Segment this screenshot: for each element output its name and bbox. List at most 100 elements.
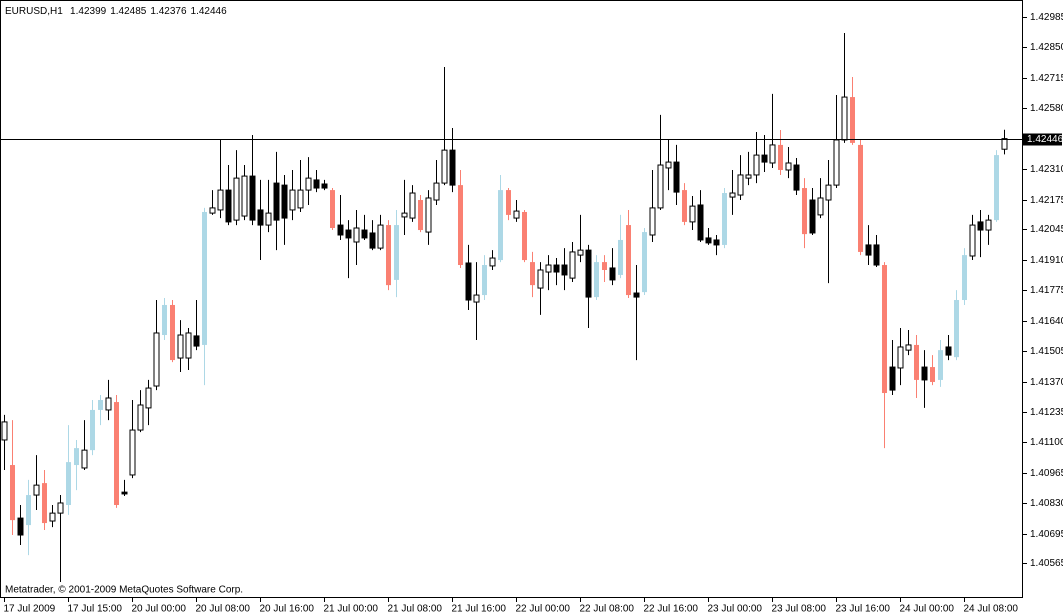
- candle-body: [962, 255, 967, 301]
- candle-body: [809, 199, 816, 234]
- candle-body: [289, 189, 296, 211]
- candle-body: [825, 184, 832, 201]
- candle-body: [153, 332, 160, 387]
- candle-body: [10, 465, 15, 521]
- candle-body: [665, 161, 672, 169]
- candle-body: [561, 264, 568, 276]
- candle-body: [537, 269, 544, 289]
- candle-body: [585, 249, 592, 298]
- candle-body: [337, 224, 344, 236]
- candle-body: [225, 189, 232, 223]
- candle-body: [865, 244, 872, 256]
- candle-body: [722, 193, 727, 245]
- candle-body: [921, 366, 928, 381]
- candle-body: [905, 344, 912, 351]
- price-box: [1023, 133, 1062, 146]
- candle-body: [498, 190, 503, 261]
- candle-body: [785, 162, 792, 171]
- x-tick-label: 23 Jul 08:00: [772, 604, 827, 615]
- candle-body: [969, 224, 976, 257]
- y-tick-label: 1.42175: [1030, 195, 1063, 206]
- candle-body: [409, 192, 416, 219]
- candle-body: [114, 402, 119, 505]
- candle-body: [129, 429, 136, 476]
- header-low: 1.42376: [150, 6, 187, 17]
- candle-body: [642, 232, 647, 293]
- candle-body: [449, 149, 456, 186]
- candle-body: [954, 300, 959, 358]
- candle-body: [545, 264, 552, 273]
- candle-body: [305, 177, 312, 191]
- candle-body: [633, 292, 640, 298]
- candle-body: [689, 205, 696, 223]
- candle-body: [594, 262, 599, 298]
- x-tick-label: 20 Jul 16:00: [260, 604, 315, 615]
- candle-body: [858, 144, 863, 252]
- candle-body: [482, 265, 487, 296]
- x-tick-label: 23 Jul 00:00: [708, 604, 763, 615]
- x-tick-label: 20 Jul 00:00: [132, 604, 187, 615]
- y-tick-label: 1.42045: [1030, 224, 1063, 235]
- y-tick-label: 1.41505: [1030, 346, 1063, 357]
- candle-body: [386, 225, 391, 286]
- candle-body: [313, 179, 320, 189]
- candle-body: [793, 164, 800, 191]
- candle-body: [361, 229, 368, 239]
- candle-body: [530, 262, 535, 286]
- candle-body: [281, 184, 288, 219]
- candle-body: [321, 183, 328, 189]
- candle-body: [882, 265, 887, 394]
- candle-body: [465, 262, 472, 301]
- candle-body: [705, 237, 712, 244]
- candle-body: [121, 491, 128, 495]
- header-close: 1.42446: [191, 6, 228, 17]
- candle-body: [233, 177, 240, 221]
- x-tick-label: 21 Jul 00:00: [324, 604, 379, 615]
- candle-body: [506, 190, 511, 215]
- candle-body: [257, 209, 264, 226]
- candle-body: [273, 182, 280, 221]
- candle-body: [17, 517, 24, 536]
- candle-body: [602, 262, 607, 270]
- candle-body: [185, 332, 192, 359]
- candle-body: [137, 404, 144, 431]
- y-tick-label: 1.41370: [1030, 377, 1063, 388]
- x-tick-label: 17 Jul 15:00: [68, 604, 123, 615]
- candle-body: [713, 239, 720, 246]
- y-tick-label: 1.42850: [1030, 42, 1063, 53]
- candle-body: [761, 154, 768, 163]
- candle-body: [57, 502, 64, 514]
- y-tick-label: 1.42580: [1030, 103, 1063, 114]
- candle-body: [81, 449, 88, 469]
- candle-body: [850, 97, 855, 143]
- candle-body: [945, 346, 952, 356]
- y-tick-label: 1.41235: [1030, 407, 1063, 418]
- candle-body: [778, 144, 783, 170]
- x-tick-label: 22 Jul 08:00: [580, 604, 635, 615]
- y-tick-label: 1.41910: [1030, 255, 1063, 266]
- candle-body: [1, 421, 8, 441]
- candle-body: [377, 224, 384, 249]
- candle-body: [841, 96, 848, 141]
- x-tick-label: 24 Jul 08:00: [964, 604, 1019, 615]
- y-tick-label: 1.40965: [1030, 468, 1063, 479]
- y-tick-label: 1.41775: [1030, 285, 1063, 296]
- candle-body: [889, 366, 896, 391]
- candle-body: [985, 219, 992, 231]
- header: EURUSD,H1 1.42399 1.42485 1.42376 1.42446: [5, 6, 227, 17]
- x-tick-label: 22 Jul 16:00: [644, 604, 699, 615]
- candle-body: [42, 483, 47, 524]
- candle-body: [833, 139, 840, 186]
- x-tick-label: 21 Jul 16:00: [452, 604, 507, 615]
- candle-body: [401, 212, 408, 218]
- candle-body: [994, 155, 999, 221]
- x-tick-label: 22 Jul 00:00: [516, 604, 571, 615]
- candle-body: [697, 204, 704, 241]
- plot-frame: [0, 0, 1023, 598]
- candle-body: [98, 400, 103, 410]
- candle-body: [1001, 138, 1008, 150]
- candle-body: [649, 207, 656, 236]
- candle-body: [241, 175, 248, 217]
- candle-body: [489, 257, 496, 267]
- candle-body: [330, 190, 335, 229]
